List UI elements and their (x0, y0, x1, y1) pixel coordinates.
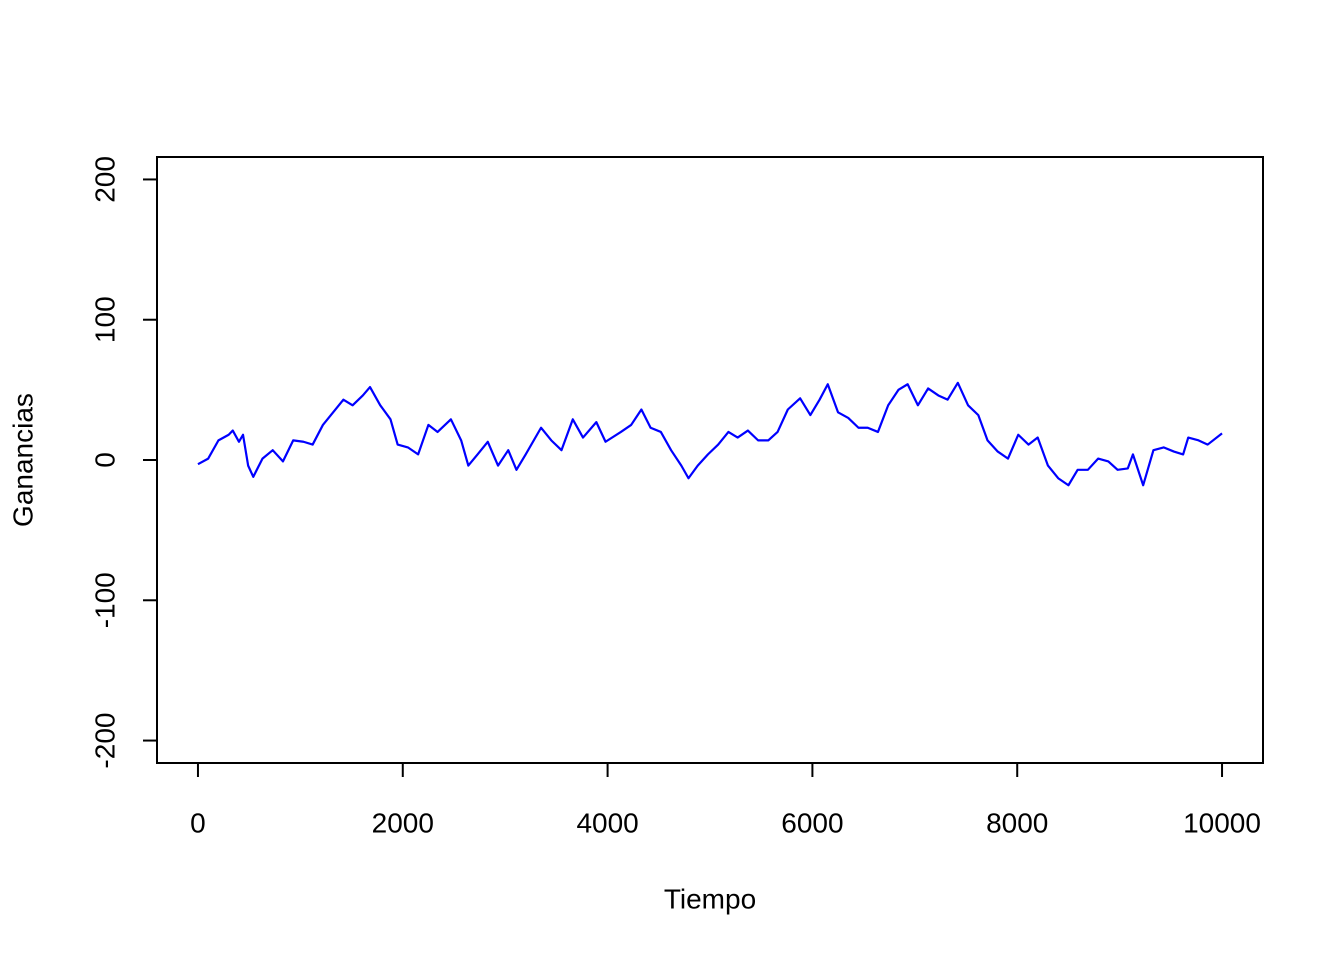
x-tick-label: 6000 (781, 807, 843, 838)
y-tick-label: 100 (89, 296, 120, 343)
y-tick-label: -200 (89, 713, 120, 769)
x-tick-label: 0 (190, 807, 206, 838)
y-tick-label: 200 (89, 156, 120, 203)
y-tick-label: 0 (89, 452, 120, 468)
y-tick-label: -100 (89, 572, 120, 628)
y-axis-title: Ganancias (7, 393, 38, 527)
data-line (197, 381, 1223, 487)
x-tick-label: 8000 (986, 807, 1048, 838)
x-tick-label: 2000 (372, 807, 434, 838)
x-tick-label: 4000 (576, 807, 638, 838)
x-axis-title: Tiempo (664, 883, 756, 914)
x-tick-label: 10000 (1183, 807, 1261, 838)
